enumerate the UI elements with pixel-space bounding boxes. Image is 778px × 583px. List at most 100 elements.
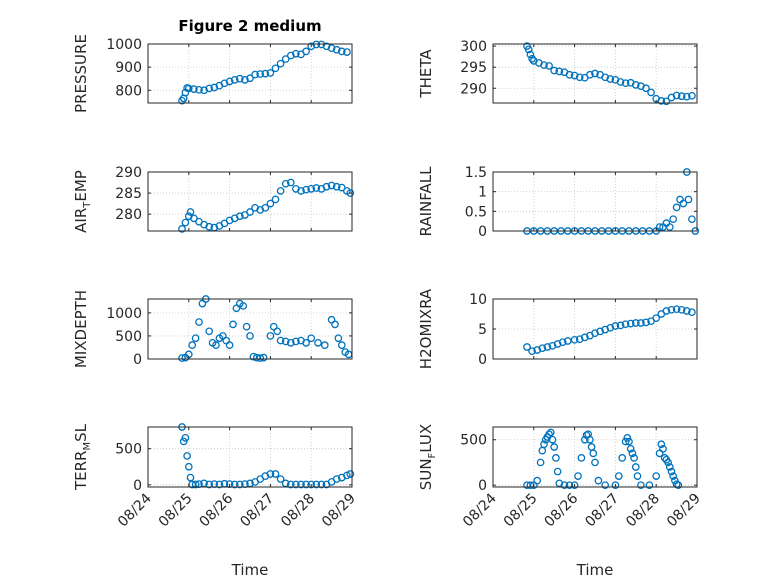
y-tick-label: 5 bbox=[478, 322, 487, 338]
x-tick-label: 08/28 bbox=[278, 491, 318, 531]
data-point bbox=[565, 481, 574, 490]
data-point bbox=[190, 214, 198, 223]
series-markers bbox=[523, 305, 696, 356]
data-point bbox=[271, 64, 280, 73]
data-point bbox=[594, 476, 603, 485]
data-point bbox=[684, 195, 693, 204]
data-point bbox=[631, 463, 640, 471]
data-point bbox=[523, 343, 531, 351]
data-point bbox=[235, 480, 244, 489]
y-axis-label: RAINFALL bbox=[417, 166, 435, 237]
data-point bbox=[320, 341, 329, 350]
axes-box bbox=[492, 171, 698, 232]
y-tick-label: 300 bbox=[460, 39, 487, 55]
subplot-air-temp: 280 285 290 AIRTEMP bbox=[72, 165, 355, 233]
data-point bbox=[307, 480, 316, 489]
data-point bbox=[674, 481, 683, 490]
data-point bbox=[637, 481, 645, 490]
data-point bbox=[302, 47, 310, 56]
data-point bbox=[302, 338, 310, 347]
series-markers bbox=[178, 40, 351, 105]
series-markers bbox=[523, 42, 696, 106]
data-point bbox=[659, 444, 667, 453]
data-point bbox=[550, 66, 559, 75]
data-point bbox=[246, 74, 254, 83]
x-axis-label: Time bbox=[576, 561, 614, 579]
x-tick-label: 08/27 bbox=[582, 491, 622, 531]
data-point bbox=[307, 334, 316, 343]
data-point bbox=[292, 337, 300, 346]
data-point bbox=[332, 475, 341, 483]
data-point bbox=[276, 336, 285, 345]
data-point bbox=[271, 470, 280, 478]
data-point bbox=[314, 338, 322, 347]
axes-box bbox=[492, 426, 698, 488]
y-tick-label: 0 bbox=[478, 478, 487, 494]
data-point bbox=[317, 480, 326, 489]
data-point bbox=[235, 74, 244, 83]
data-point bbox=[548, 435, 557, 444]
subplot-mixdepth: 0 500 1000 MIXDEPTH bbox=[72, 290, 353, 368]
y-tick-label: 1000 bbox=[106, 306, 142, 322]
data-point bbox=[528, 54, 536, 63]
data-point bbox=[616, 321, 625, 330]
y-tick-label: 295 bbox=[460, 60, 487, 76]
data-point bbox=[332, 45, 341, 54]
data-point bbox=[261, 203, 270, 212]
y-axis-label: PRESSURE bbox=[72, 34, 90, 113]
data-point bbox=[312, 480, 321, 489]
data-point bbox=[633, 472, 642, 480]
data-point bbox=[524, 45, 533, 54]
y-tick-label: 280 bbox=[115, 207, 142, 223]
plot-area bbox=[148, 172, 352, 231]
data-point bbox=[322, 42, 331, 51]
axes-box bbox=[492, 43, 698, 104]
data-point bbox=[614, 472, 623, 480]
plot-area bbox=[148, 299, 352, 359]
data-point bbox=[647, 88, 655, 97]
data-point bbox=[591, 458, 599, 467]
data-point bbox=[242, 322, 251, 331]
data-point bbox=[220, 79, 229, 88]
data-point bbox=[181, 433, 190, 442]
data-point bbox=[343, 48, 351, 56]
x-tick-label: 08/24 bbox=[460, 490, 500, 530]
subplot-terr-msl: 0 500 08/24 08/25 08/26 08/27 08/28 08/29 Time TE… bbox=[72, 423, 359, 579]
data-point bbox=[337, 341, 346, 350]
data-point bbox=[312, 184, 321, 192]
x-tick-label: 08/29 bbox=[664, 491, 704, 531]
data-point bbox=[662, 307, 671, 315]
data-point bbox=[297, 480, 305, 489]
data-point bbox=[574, 472, 582, 480]
axes-box bbox=[147, 171, 353, 232]
axes-box bbox=[147, 426, 353, 488]
y-tick-label: 0.5 bbox=[465, 204, 487, 220]
plot-area bbox=[493, 427, 697, 487]
data-point bbox=[682, 92, 691, 101]
y-tick-label: 500 bbox=[115, 329, 142, 345]
subplot-pressure: 800 900 1000 PRESSURE Figure 2 medium bbox=[72, 17, 353, 113]
data-point bbox=[628, 449, 637, 458]
data-point bbox=[545, 430, 553, 439]
data-point bbox=[266, 470, 275, 478]
data-point bbox=[337, 183, 346, 192]
data-point bbox=[621, 320, 630, 329]
data-point bbox=[331, 320, 339, 329]
x-tick-label: 08/26 bbox=[197, 490, 237, 530]
data-point bbox=[553, 340, 562, 348]
data-point bbox=[178, 225, 186, 233]
series-markers bbox=[523, 428, 683, 490]
data-point bbox=[186, 473, 195, 482]
x-tick-label: 08/24 bbox=[115, 490, 155, 530]
data-point bbox=[200, 86, 208, 95]
data-point bbox=[188, 341, 197, 350]
subplot-h2o-mix: 0 5 10 H2OMIXRA bbox=[417, 288, 698, 369]
data-point bbox=[665, 463, 674, 471]
data-point bbox=[580, 435, 589, 444]
data-point bbox=[205, 327, 214, 336]
plot-area bbox=[148, 427, 352, 487]
data-point bbox=[626, 319, 635, 328]
data-point bbox=[677, 92, 686, 101]
y-tick-label: 500 bbox=[460, 433, 487, 449]
